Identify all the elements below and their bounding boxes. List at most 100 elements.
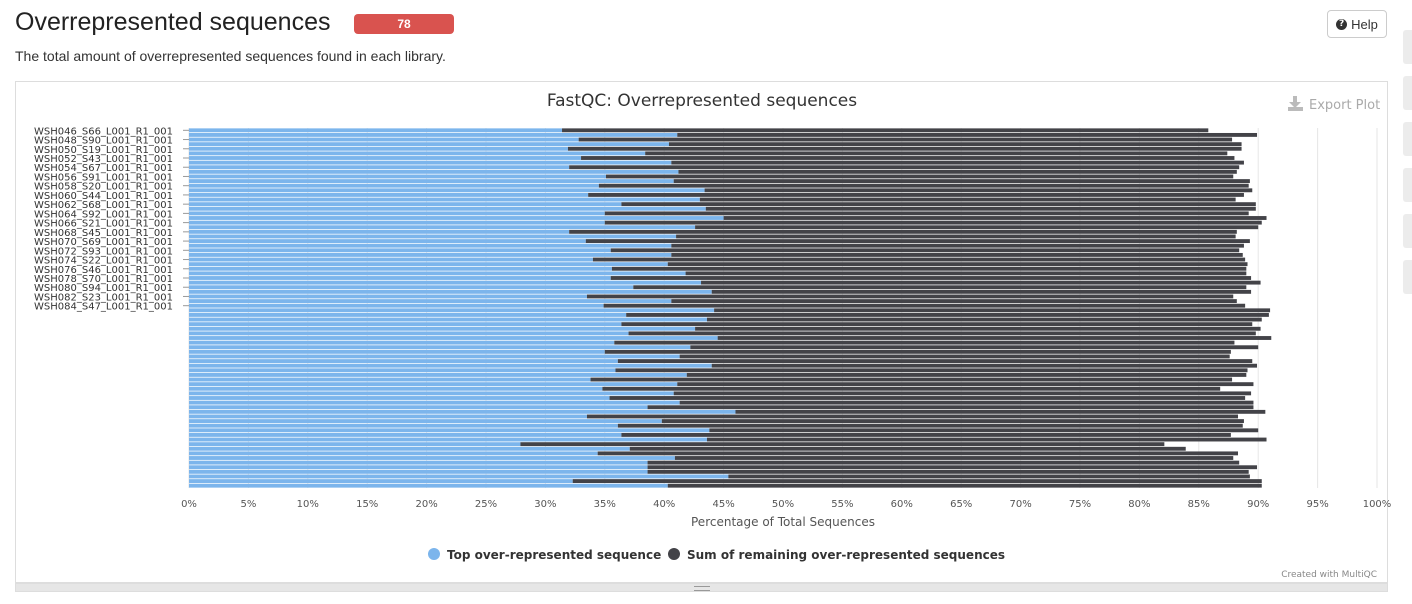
bar-top-sequence[interactable] [189, 377, 591, 382]
bar-remaining-sequences[interactable] [676, 234, 1236, 239]
bar-top-sequence[interactable] [189, 183, 599, 188]
bar-top-sequence[interactable] [189, 465, 648, 470]
bar-top-sequence[interactable] [189, 165, 570, 170]
bar-top-sequence[interactable] [189, 211, 605, 216]
bar-remaining-sequences[interactable] [690, 345, 1259, 350]
bar-top-sequence[interactable] [189, 326, 696, 331]
legend-item-remaining[interactable]: Sum of remaining over-represented sequen… [668, 548, 1005, 562]
bar-remaining-sequences[interactable] [673, 179, 1250, 184]
bar-top-sequence[interactable] [189, 280, 702, 285]
bar-top-sequence[interactable] [189, 414, 587, 419]
bar-remaining-sequences[interactable] [671, 160, 1244, 165]
bar-top-sequence[interactable] [189, 451, 598, 456]
bar-remaining-sequences[interactable] [674, 456, 1234, 460]
bar-top-sequence[interactable] [189, 483, 668, 488]
bar-remaining-sequences[interactable] [728, 474, 1250, 479]
bar-remaining-sequences[interactable] [578, 137, 1233, 142]
bar-top-sequence[interactable] [189, 266, 612, 271]
bar-top-sequence[interactable] [189, 423, 618, 428]
bar-remaining-sequences[interactable] [605, 174, 1234, 179]
bar-remaining-sequences[interactable] [586, 294, 1234, 299]
bar-remaining-sequences[interactable] [629, 446, 1186, 451]
bar-top-sequence[interactable] [189, 479, 573, 484]
bar-remaining-sequences[interactable] [647, 460, 1240, 465]
bar-remaining-sequences[interactable] [621, 322, 1253, 327]
bar-remaining-sequences[interactable] [686, 372, 1247, 377]
bar-top-sequence[interactable] [189, 202, 622, 207]
bar-remaining-sequences[interactable] [603, 303, 1246, 308]
bar-remaining-sequences[interactable] [735, 409, 1266, 414]
bar-top-sequence[interactable] [189, 312, 627, 317]
bar-remaining-sequences[interactable] [668, 142, 1242, 147]
bar-remaining-sequences[interactable] [610, 276, 1252, 280]
bar-top-sequence[interactable] [189, 229, 570, 234]
bar-top-sequence[interactable] [189, 354, 680, 359]
bar-top-sequence[interactable] [189, 197, 700, 202]
bar-top-sequence[interactable] [189, 308, 715, 313]
bar-remaining-sequences[interactable] [617, 423, 1243, 428]
side-toolbox-tab[interactable] [1403, 76, 1412, 110]
bar-top-sequence[interactable] [189, 188, 705, 193]
bar-top-sequence[interactable] [189, 239, 586, 244]
bar-top-sequence[interactable] [189, 294, 587, 299]
bar-remaining-sequences[interactable] [717, 336, 1272, 340]
bar-top-sequence[interactable] [189, 368, 616, 373]
bar-remaining-sequences[interactable] [569, 229, 1237, 234]
bar-top-sequence[interactable] [189, 349, 605, 354]
bar-top-sequence[interactable] [189, 151, 646, 156]
bar-remaining-sequences[interactable] [667, 262, 1248, 267]
bar-remaining-sequences[interactable] [679, 354, 1230, 359]
bar-top-sequence[interactable] [189, 317, 707, 322]
bar-top-sequence[interactable] [189, 359, 618, 364]
bar-top-sequence[interactable] [189, 206, 706, 211]
bar-remaining-sequences[interactable] [695, 225, 1259, 230]
bar-remaining-sequences[interactable] [520, 442, 1165, 447]
bar-top-sequence[interactable] [189, 289, 712, 294]
bar-top-sequence[interactable] [189, 192, 589, 197]
bar-top-sequence[interactable] [189, 469, 648, 474]
bar-top-sequence[interactable] [189, 340, 615, 345]
bar-top-sequence[interactable] [189, 345, 691, 350]
side-toolbox-tab[interactable] [1403, 30, 1412, 64]
bar-top-sequence[interactable] [189, 409, 736, 414]
bar-remaining-sequences[interactable] [628, 331, 1256, 336]
bar-top-sequence[interactable] [189, 174, 606, 179]
bar-top-sequence[interactable] [189, 262, 668, 267]
bar-top-sequence[interactable] [189, 446, 630, 451]
bar-remaining-sequences[interactable] [699, 197, 1236, 202]
bar-remaining-sequences[interactable] [709, 428, 1259, 433]
bar-remaining-sequences[interactable] [569, 165, 1240, 170]
bar-top-sequence[interactable] [189, 396, 610, 400]
bar-remaining-sequences[interactable] [679, 400, 1254, 405]
bar-remaining-sequences[interactable] [711, 363, 1258, 368]
bar-remaining-sequences[interactable] [626, 312, 1269, 317]
bar-remaining-sequences[interactable] [673, 391, 1252, 396]
plot-resize-handle[interactable] [15, 583, 1388, 592]
bar-top-sequence[interactable] [189, 299, 672, 304]
bar-top-sequence[interactable] [189, 216, 724, 220]
bar-top-sequence[interactable] [189, 243, 672, 248]
bar-remaining-sequences[interactable] [723, 216, 1267, 220]
bar-remaining-sequences[interactable] [705, 206, 1256, 211]
bar-remaining-sequences[interactable] [567, 146, 1242, 151]
bar-top-sequence[interactable] [189, 456, 675, 460]
bar-remaining-sequences[interactable] [706, 437, 1267, 442]
bar-remaining-sequences[interactable] [677, 382, 1254, 387]
bar-remaining-sequences[interactable] [585, 239, 1250, 244]
bar-top-sequence[interactable] [189, 156, 582, 160]
bar-remaining-sequences[interactable] [714, 308, 1271, 313]
bar-top-sequence[interactable] [189, 428, 710, 433]
bar-remaining-sequences[interactable] [695, 326, 1261, 331]
bar-top-sequence[interactable] [189, 322, 622, 327]
bar-remaining-sequences[interactable] [610, 248, 1240, 253]
bar-remaining-sequences[interactable] [609, 396, 1246, 400]
bar-remaining-sequences[interactable] [706, 317, 1262, 322]
bar-remaining-sequences[interactable] [647, 469, 1249, 474]
bar-top-sequence[interactable] [189, 303, 604, 308]
bar-remaining-sequences[interactable] [592, 257, 1246, 262]
bar-top-sequence[interactable] [189, 419, 662, 424]
bar-remaining-sequences[interactable] [615, 368, 1248, 373]
bar-top-sequence[interactable] [189, 257, 593, 262]
bar-top-sequence[interactable] [189, 363, 712, 368]
bar-remaining-sequences[interactable] [588, 192, 1244, 197]
